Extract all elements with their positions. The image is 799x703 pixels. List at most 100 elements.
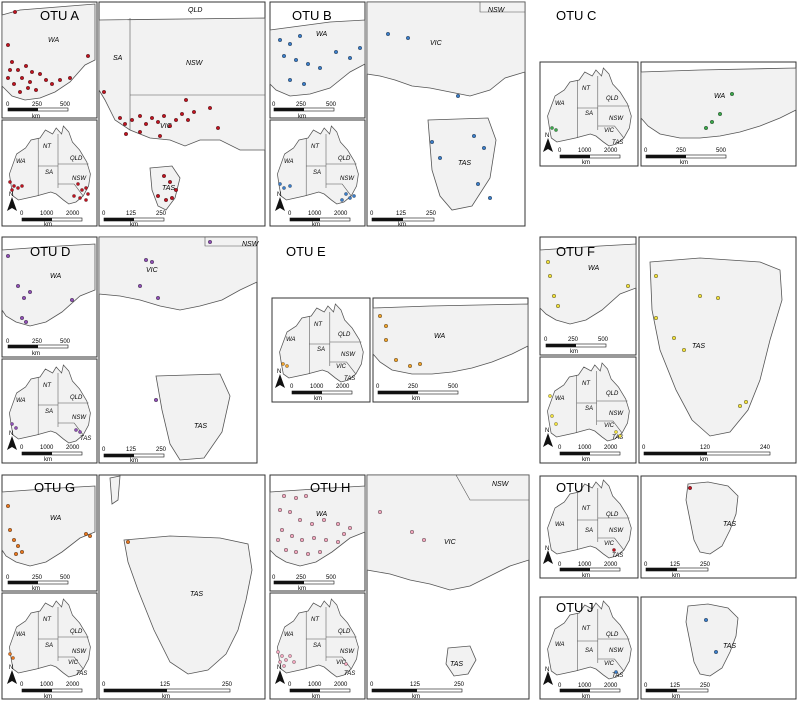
otu-j-tas-scale-2: 250 <box>700 683 711 689</box>
otu-d-aus-scale-1: 1000 <box>40 445 54 451</box>
otu-j-aus-nsw: NSW <box>609 648 624 654</box>
otu-c-north-label: N <box>545 133 549 139</box>
otu-c-aus-wa: WA <box>555 101 565 107</box>
otu-h-aus-points <box>276 650 348 668</box>
otu-b-aus-scale: 0 1000 2000 km <box>288 211 351 228</box>
otu-d-aus-scale-0: 0 <box>20 445 24 451</box>
otu-h-se-scale-1: 125 <box>410 682 421 688</box>
otu-a-se-sa: SA <box>113 55 123 62</box>
otu-f-aus-sa: SA <box>585 406 593 412</box>
otu-j-aus-sa: SA <box>585 648 593 654</box>
otu-b-aus-points <box>278 182 356 202</box>
otu-a-se-vic: VIC <box>160 123 173 130</box>
otu-j-aus-scale: 0 1000 2000 km <box>558 683 621 700</box>
otu-i-aus-scale-2: 2000 <box>604 562 618 568</box>
otu-h-aus-qld: QLD <box>338 629 351 635</box>
otu-f-tas-map: TAS 0 120 240 km <box>638 236 797 464</box>
otu-e-wa-scale-2: 500 <box>448 384 459 390</box>
otu-d-wa-scale-0: 0 <box>6 339 10 345</box>
otu-a-wa-scale-2: 500 <box>60 102 71 108</box>
otu-f-north-label: N <box>545 428 549 434</box>
otu-a-se-scale: 0 125 250 km <box>102 211 167 228</box>
otu-g-aus-map: WA NT QLD SA NSW VIC TAS N 0 1000 2000 k… <box>1 592 98 700</box>
otu-g-tas-label: TAS <box>190 591 203 598</box>
otu-b-aus-sa: SA <box>313 170 321 176</box>
otu-h-wa-label: WA <box>316 511 327 518</box>
otu-h-se-scale: 0 125 250 km <box>370 682 465 700</box>
otu-i-title: OTU I <box>556 480 591 495</box>
otu-c-wa-scale-0: 0 <box>644 148 648 154</box>
otu-e-aus-sa: SA <box>317 347 325 353</box>
otu-a-wa-label: WA <box>48 37 59 44</box>
otu-b-aus-nt: NT <box>311 144 320 150</box>
otu-a-se-tas: TAS <box>162 185 175 192</box>
otu-b-aus-wa: WA <box>284 159 294 165</box>
otu-g-aus-scale-2: 2000 <box>66 682 80 688</box>
otu-c-wa-map: WA 0 250 500 km <box>640 61 797 167</box>
otu-b-aus-scale-1: 1000 <box>308 211 322 217</box>
otu-j-tas-scale-1: 125 <box>670 683 681 689</box>
otu-a-aus-scale-0: 0 <box>20 211 24 217</box>
otu-c-aus-vic: VIC <box>604 128 615 134</box>
otu-d-se-km: km <box>130 458 138 464</box>
otu-g-tas-scale: 0 125 250 km <box>102 682 233 700</box>
otu-a-wa-map: WA 0 250 500 km <box>1 1 98 120</box>
otu-h-se-tas: TAS <box>450 661 463 668</box>
otu-a-se-nsw: NSW <box>186 60 204 67</box>
otu-a-se-qld: QLD <box>188 7 202 14</box>
otu-e-aus-vic: VIC <box>336 364 347 370</box>
otu-j-tas-km: km <box>672 694 680 700</box>
otu-b-aus-qld: QLD <box>338 156 351 162</box>
otu-j-tas-label: TAS <box>723 643 736 650</box>
otu-b-se-tas: TAS <box>458 160 471 167</box>
otu-h-aus-scale: 0 1000 2000 km <box>288 682 351 700</box>
otu-b-se-vic: VIC <box>430 40 443 47</box>
otu-g-aus-km: km <box>44 694 52 700</box>
otu-a-se-points <box>101 89 220 202</box>
otu-c-group: OTU C WA NT QLD SA NSW VIC TAS N 0 10 <box>539 8 797 167</box>
otu-i-aus-vic: VIC <box>604 541 615 547</box>
otu-e-aus-tas: TAS <box>344 376 355 382</box>
otu-j-tas-scale-0: 0 <box>644 683 648 689</box>
otu-a-wa-km: km <box>32 114 40 120</box>
otu-f-tas-scale: 0 120 240 km <box>642 445 771 463</box>
otu-h-wa-scale-2: 500 <box>326 575 337 581</box>
otu-f-group: WA 0 250 500 km WA NT QLD SA <box>539 236 797 464</box>
otu-j-aus-vic: VIC <box>604 661 615 667</box>
otu-c-aus-sa: SA <box>585 111 593 117</box>
otu-b-wa-scale-0: 0 <box>272 102 276 108</box>
otu-i-aus-points <box>612 548 616 552</box>
otu-a-wa-scale-0: 0 <box>6 102 10 108</box>
otu-e-north-label: N <box>277 369 281 375</box>
otu-f-aus-scale-2: 2000 <box>604 445 618 451</box>
otu-b-se-scale-2: 250 <box>426 211 437 217</box>
otu-d-se-scale-2: 250 <box>156 447 167 453</box>
otu-e-aus-scale: 0 1000 2000 km <box>290 384 353 402</box>
otu-a-se-scale-0: 0 <box>102 211 106 217</box>
otu-f-aus-vic: VIC <box>604 423 615 429</box>
otu-i-aus-nt: NT <box>582 506 591 512</box>
otu-c-wa-points <box>704 91 735 130</box>
otu-j-aus-nt: NT <box>582 626 591 632</box>
otu-a-aus-scale-1: 1000 <box>40 211 54 217</box>
otu-d-group: WA 0 250 500 km WA NT QLD SA <box>1 236 260 464</box>
otu-h-title: OTU H <box>310 480 350 495</box>
otu-a-wa-scale-1: 250 <box>32 102 43 108</box>
otu-e-wa-scale: 0 250 500 km <box>376 384 459 402</box>
otu-b-wa-label: WA <box>316 31 327 38</box>
otu-a-wa-points <box>5 9 90 94</box>
otu-c-aus-scale-2: 2000 <box>604 148 618 154</box>
otu-f-wa-label: WA <box>588 265 599 272</box>
otu-e-aus-scale-2: 2000 <box>336 384 350 390</box>
otu-b-aus-km: km <box>312 222 320 228</box>
otu-g-title: OTU G <box>34 480 75 495</box>
otu-e-aus-points <box>281 362 289 368</box>
otu-d-se-scale: 0 125 250 km <box>102 447 167 464</box>
otu-a-aus-scale-2: 2000 <box>66 211 80 217</box>
otu-g-wa-points <box>5 504 92 557</box>
otu-h-se-points <box>378 510 427 543</box>
otu-i-tas-km: km <box>672 573 680 579</box>
otu-j-aus-points <box>614 670 618 674</box>
otu-h-aus-nt: NT <box>311 617 320 623</box>
